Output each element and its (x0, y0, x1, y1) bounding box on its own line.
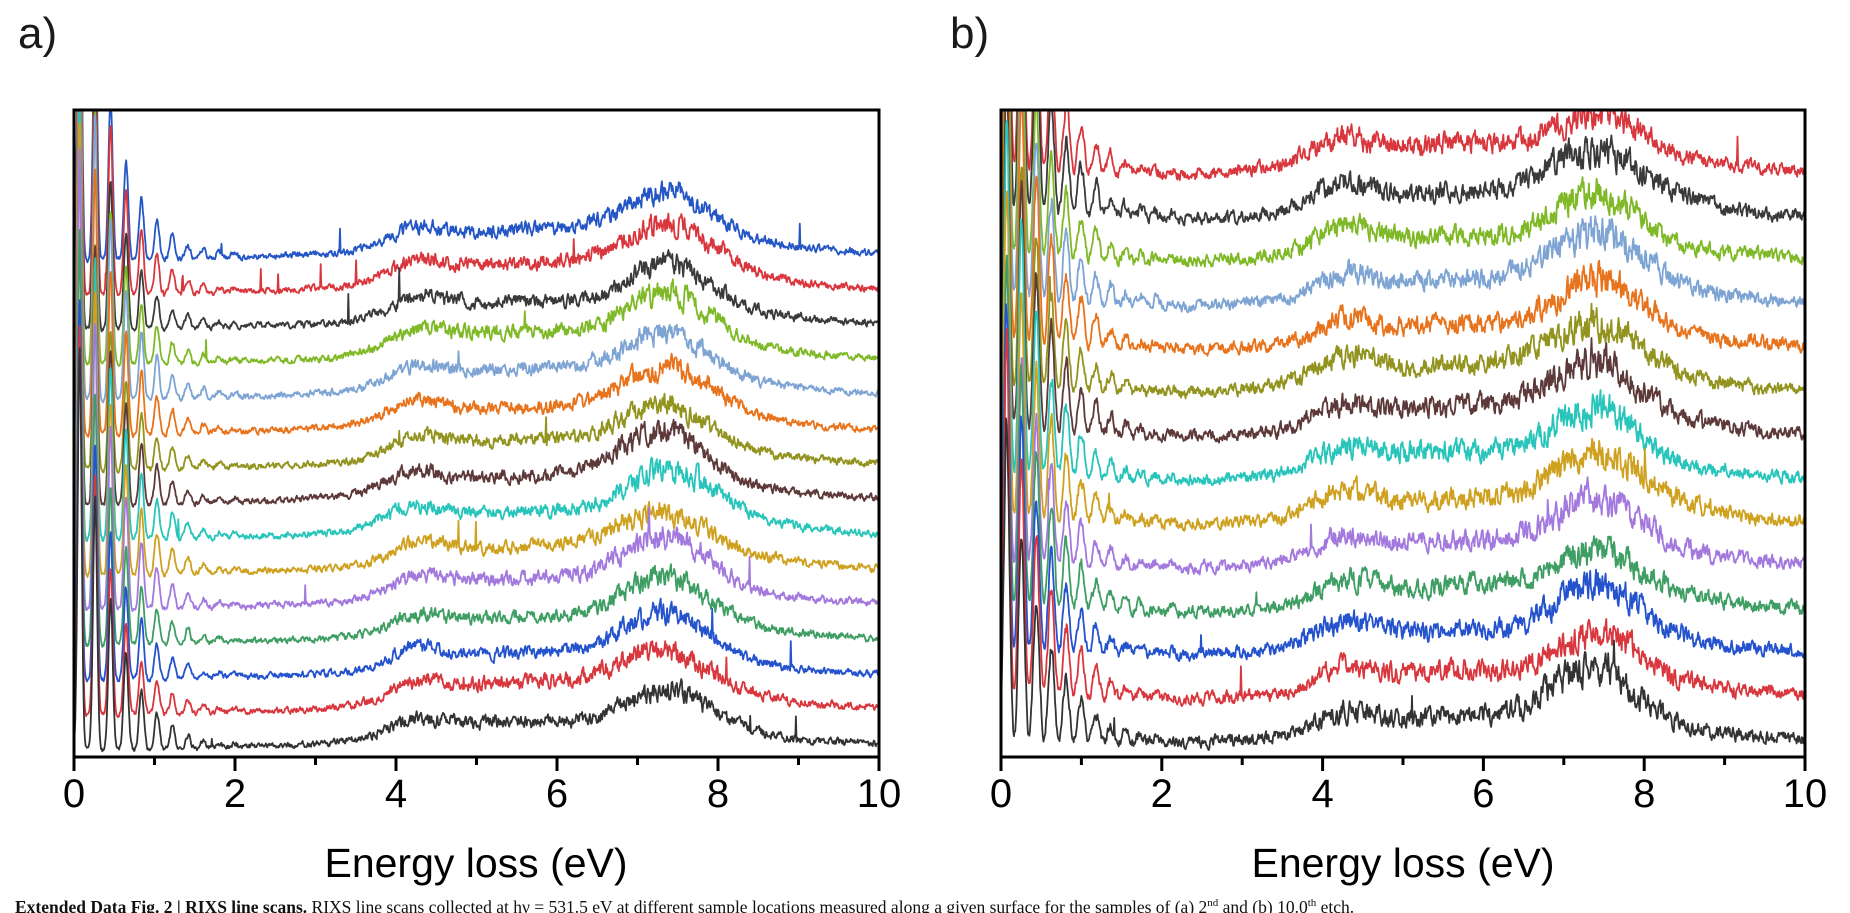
caption-sup-2: th (1307, 897, 1317, 910)
trace-group-a (74, 110, 879, 753)
spectrum-trace-b-12 (1001, 303, 1805, 662)
spectrum-trace-a-13 (74, 299, 879, 683)
caption-bold-label: Extended Data Fig. 2 | RIXS line scans. (15, 897, 308, 913)
spectrum-trace-a-15 (74, 347, 879, 753)
x-tick-label: 6 (1472, 772, 1494, 816)
x-axis-label-b: Energy loss (eV) (1251, 840, 1555, 886)
spectrum-trace-a-3 (74, 110, 879, 333)
spectrum-trace-a-14 (74, 325, 879, 719)
spectrum-trace-b-8 (1001, 119, 1805, 488)
spectrum-trace-a-2 (74, 110, 879, 297)
spectrum-trace-a-1 (74, 110, 879, 264)
spectrum-trace-a-7 (74, 110, 879, 474)
x-tick-label: 2 (1151, 772, 1173, 816)
spectrum-trace-b-11 (1001, 254, 1805, 620)
trace-group-b (1001, 110, 1805, 751)
spectrum-trace-a-9 (74, 110, 879, 543)
spectrum-trace-a-8 (74, 110, 879, 508)
spectrum-trace-b-7 (1001, 110, 1805, 444)
spectrum-trace-b-9 (1001, 190, 1805, 532)
x-tick-label: 6 (546, 772, 568, 816)
x-tick-label: 8 (707, 772, 729, 816)
figure-caption: Extended Data Fig. 2 | RIXS line scans. … (15, 897, 1835, 913)
spectrum-trace-b-13 (1001, 327, 1805, 707)
x-tick-label: 0 (990, 772, 1012, 816)
spectrum-trace-b-14 (1001, 417, 1805, 751)
caption-text-2: and (b) 10.0 (1218, 897, 1308, 913)
caption-text-1: RIXS line scans collected at hν = 531.5 … (307, 897, 1208, 913)
caption-sup-1: nd (1207, 897, 1219, 910)
panel-a-label: a) (18, 9, 58, 58)
spectrum-trace-a-5 (74, 110, 879, 404)
spectrum-trace-b-1 (1001, 110, 1805, 181)
spectrum-trace-a-6 (74, 110, 879, 439)
spectrum-trace-b-3 (1001, 110, 1805, 268)
x-tick-label: 8 (1633, 772, 1655, 816)
x-tick-label: 4 (1311, 772, 1333, 816)
spectrum-trace-b-2 (1001, 110, 1805, 227)
plot-border-a (72, 108, 881, 759)
spectrum-trace-b-10 (1001, 256, 1805, 576)
spectrum-trace-a-4 (74, 110, 879, 367)
x-tick-label: 10 (1783, 772, 1828, 816)
x-tick-label: 2 (224, 772, 246, 816)
panel-b-label: b) (950, 9, 990, 58)
x-tick-label: 10 (857, 772, 902, 816)
plot-border-b (999, 108, 1807, 759)
spectrum-trace-b-5 (1001, 110, 1805, 357)
spectrum-trace-a-10 (74, 121, 879, 578)
spectrum-trace-b-4 (1001, 110, 1805, 314)
x-axis-label-a: Energy loss (eV) (324, 840, 628, 886)
spectra-plot-b: 0 2 4 6 8 10 (990, 108, 1828, 816)
spectrum-trace-a-12 (74, 229, 879, 648)
spectra-plot-a: 0 2 4 6 8 10 (63, 108, 902, 816)
spectrum-trace-a-11 (74, 147, 879, 612)
x-tick-label: 4 (385, 772, 407, 816)
spectrum-trace-b-6 (1001, 110, 1805, 400)
caption-text-3: etch. (1316, 897, 1355, 913)
x-tick-label: 0 (63, 772, 85, 816)
